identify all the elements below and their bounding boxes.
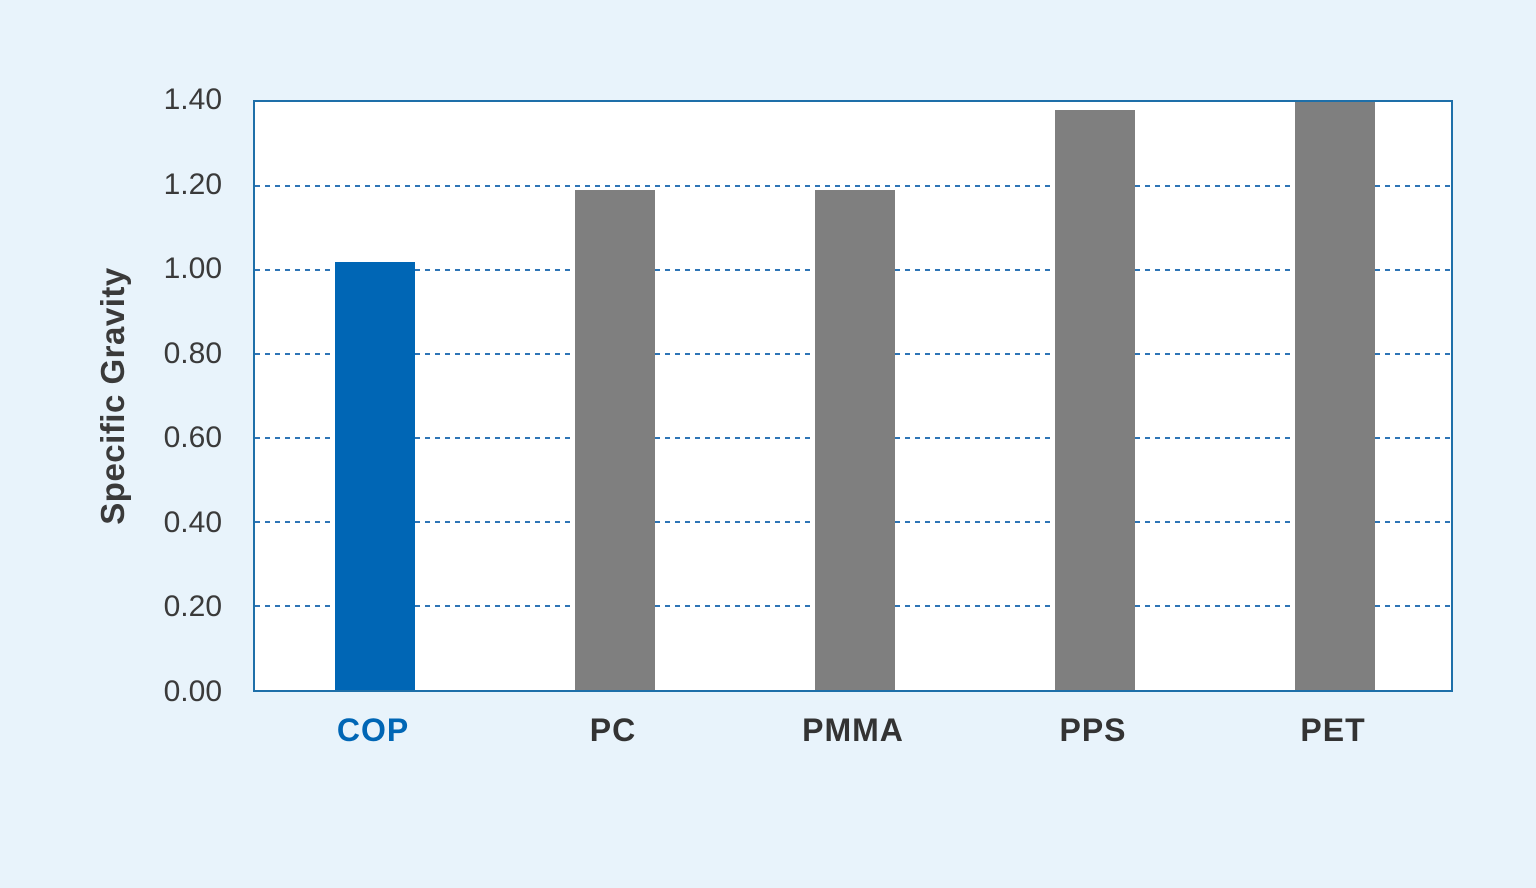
y-tick-label: 1.00 — [163, 252, 222, 286]
y-tick-label: 0.20 — [163, 590, 222, 624]
bar-pmma — [815, 190, 895, 690]
gridline — [255, 185, 1451, 187]
x-axis-category-labels: COP PC PMMA PPS PET — [253, 712, 1453, 772]
x-axis-label-pps: PPS — [1059, 712, 1127, 748]
y-tick-label: 0.00 — [163, 675, 222, 708]
bar-cop — [335, 261, 415, 690]
y-tick-label: 0.40 — [163, 505, 222, 539]
x-axis-label-pet: PET — [1300, 712, 1366, 748]
bar-pps — [1055, 110, 1135, 690]
y-tick-label: 1.20 — [163, 167, 222, 201]
bar-pet — [1295, 102, 1375, 690]
x-axis-label-pc: PC — [589, 712, 637, 748]
y-tick-label: 0.80 — [163, 336, 222, 370]
x-axis-label-cop: COP — [336, 712, 410, 748]
y-tick-label: 1.40 — [163, 83, 222, 116]
bar-pc — [575, 190, 655, 690]
x-axis-label-pmma: PMMA — [802, 712, 904, 748]
y-axis-tick-labels: 0.00 0.20 0.40 0.60 0.80 1.00 1.20 1.40 — [0, 85, 236, 707]
plot-area — [253, 100, 1453, 692]
y-tick-label: 0.60 — [163, 421, 222, 455]
